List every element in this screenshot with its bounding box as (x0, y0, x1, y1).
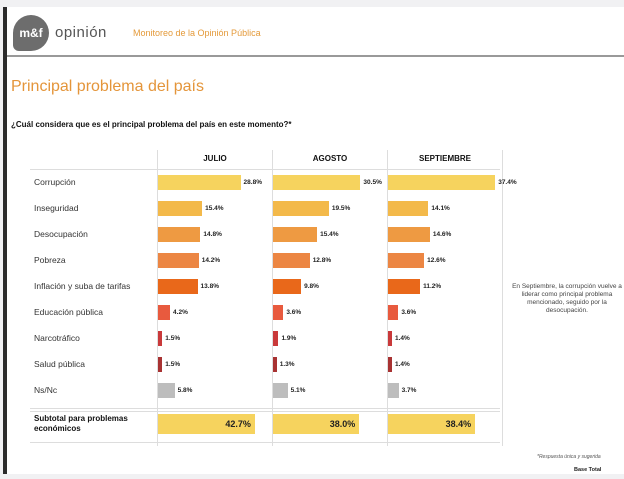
header-rule (30, 169, 500, 170)
bar (273, 383, 288, 398)
bar (388, 305, 399, 320)
data-label: 15.4% (320, 231, 339, 238)
subtotal-bar: 42.7% (158, 414, 255, 434)
base-label: Base Total (574, 467, 602, 473)
header-divider (7, 55, 624, 57)
bar (158, 305, 171, 320)
bar (158, 227, 201, 242)
column-header-agosto: AGOSTO (312, 154, 348, 163)
data-label: 5.8% (177, 387, 193, 394)
column-header-julio: JULIO (203, 154, 227, 163)
brand-name: opinión (55, 24, 107, 41)
data-label: 12.6% (427, 257, 446, 264)
data-label: 5.1% (290, 387, 306, 394)
data-label: 3.7% (401, 387, 417, 394)
subtotal-rule-bottom (30, 442, 500, 443)
data-label: 14.8% (203, 231, 222, 238)
column-divider (157, 150, 158, 446)
bar (388, 331, 392, 346)
results-table: JULIO AGOSTO SEPTIEMBRE Corrupción 28.8% 30.5… (30, 150, 517, 446)
data-label: 1.9% (281, 335, 297, 342)
data-label: 1.4% (395, 361, 410, 368)
data-label: 3.6% (401, 309, 417, 316)
subtotal-rule-top2 (30, 411, 500, 412)
subtotal-label: Subtotal para problemas económicos (34, 414, 128, 433)
bar (273, 305, 284, 320)
header-subtitle: Monitoreo de la Opinión Pública (133, 28, 261, 38)
page-title: Principal problema del país (11, 78, 204, 95)
bar (273, 227, 318, 242)
data-label: 1.5% (165, 335, 181, 342)
bar (158, 279, 198, 294)
bar (158, 201, 203, 216)
subtotal-bar: 38.4% (388, 414, 476, 434)
survey-question: ¿Cuál considera que es el principal prob… (11, 120, 292, 129)
bar (158, 383, 175, 398)
category-label: Educación pública (34, 307, 103, 317)
bar (388, 201, 429, 216)
column-divider (502, 150, 503, 446)
bar (158, 357, 163, 372)
bar (388, 383, 399, 398)
column-divider (272, 150, 273, 446)
bar (273, 357, 277, 372)
bar (273, 175, 361, 190)
data-label: 13.8% (200, 283, 219, 290)
data-label: 30.5% (363, 179, 382, 186)
data-label: 1.3% (279, 361, 295, 368)
logo-text: m&f (19, 26, 43, 40)
bar (158, 175, 241, 190)
category-label: Ns/Nc (34, 385, 58, 395)
category-label: Corrupción (34, 177, 76, 187)
category-label: Narcotráfico (34, 333, 80, 343)
bar (388, 357, 392, 372)
data-label: 14.2% (201, 257, 221, 264)
category-label: Inseguridad (34, 203, 79, 213)
mf-logo: m&f (13, 15, 49, 51)
subtotal-rule-top (30, 408, 500, 409)
bar (388, 253, 425, 268)
data-label: 28.8% (243, 179, 262, 186)
bar (273, 331, 279, 346)
bar (158, 331, 163, 346)
bar (388, 175, 496, 190)
footnote: *Respuesta única y sugerida (537, 454, 601, 460)
data-label: 19.5% (331, 205, 351, 212)
side-note: En Septiembre, la corrupción vuelve a li… (512, 283, 622, 314)
column-divider (387, 150, 388, 446)
bar (158, 253, 199, 268)
data-label: 15.4% (205, 205, 224, 212)
column-header-septiembre: SEPTIEMBRE (418, 154, 471, 163)
bar (388, 227, 430, 242)
bar (273, 279, 302, 294)
data-label: 4.2% (173, 309, 188, 316)
subtotal-bar: 38.0% (273, 414, 360, 434)
data-label: 9.8% (304, 283, 319, 290)
bar (273, 201, 329, 216)
data-label: 1.4% (395, 335, 410, 342)
data-label: 14.6% (432, 231, 452, 238)
data-label: 37.4% (498, 179, 517, 186)
bar (388, 279, 421, 294)
report-page: m&f opinión Monitoreo de la Opinión Públ… (3, 7, 624, 474)
category-label: Salud pública (34, 359, 86, 369)
data-label: 12.8% (312, 257, 332, 264)
category-label: Pobreza (34, 255, 66, 265)
bar (273, 253, 310, 268)
category-label: Inflación y suba de tarifas (34, 281, 131, 291)
data-label: 14.1% (431, 205, 450, 212)
data-label: 11.2% (423, 283, 442, 290)
data-label: 3.6% (286, 309, 302, 316)
data-label: 1.5% (165, 361, 181, 368)
category-label: Desocupación (34, 229, 88, 239)
